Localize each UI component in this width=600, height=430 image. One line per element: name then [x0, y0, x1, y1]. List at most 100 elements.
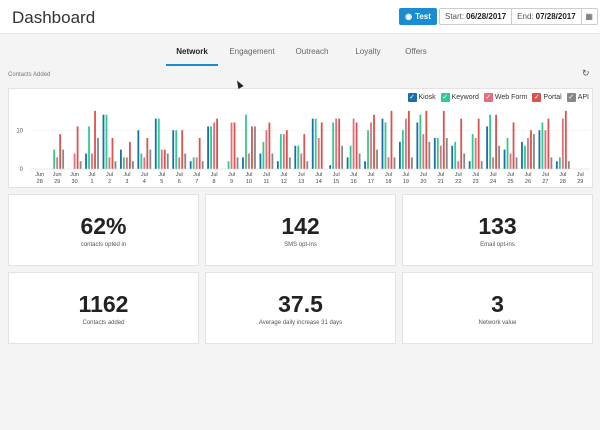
- bar-web-form: [544, 130, 547, 169]
- x-tick-label: 1: [90, 179, 93, 185]
- x-tick-label: 21: [438, 179, 444, 185]
- x-tick-label: 15: [333, 179, 339, 185]
- bar-portal: [355, 122, 358, 169]
- bar-keyword: [471, 134, 474, 170]
- legend-item[interactable]: ✓ Kiosk: [407, 93, 436, 102]
- bar-kiosk: [451, 145, 454, 169]
- bar-web-form: [248, 153, 250, 169]
- x-tick-label: 10: [246, 179, 252, 185]
- legend-item[interactable]: ✓ Portal: [532, 93, 562, 102]
- bar-web-form: [370, 122, 372, 169]
- x-tick-label: Jul: [507, 172, 514, 178]
- bar-web-form: [195, 157, 198, 170]
- bar-kiosk: [294, 145, 297, 169]
- bar-keyword: [436, 138, 439, 169]
- start-date-value: 06/28/2017: [466, 12, 507, 21]
- bar-api: [132, 161, 134, 169]
- bar-api: [166, 153, 169, 169]
- bar-keyword: [105, 114, 108, 169]
- bar-keyword: [402, 130, 404, 169]
- bar-web-form: [160, 149, 163, 170]
- bar-api: [567, 161, 570, 169]
- stat-label: Email opt-ins: [480, 242, 515, 248]
- stat-value: 37.5: [278, 291, 323, 317]
- bar-keyword: [506, 138, 509, 169]
- stat-card: 1162 Contacts added: [8, 272, 199, 344]
- bar-portal: [495, 114, 497, 169]
- legend-item[interactable]: ✓ Keyword: [440, 93, 479, 102]
- bar-keyword: [123, 157, 125, 170]
- chart-canvas: 010Jun28Jun29Jun30Jul1Jul2Jul3Jul4Jul5Ju…: [16, 110, 589, 185]
- x-tick-label: Jul: [420, 172, 427, 178]
- bar-kiosk: [259, 153, 262, 169]
- legend-checkbox[interactable]: ✓: [483, 93, 493, 102]
- section-label: Contacts Added: [8, 72, 51, 78]
- end-date-field[interactable]: End: 07/28/2017: [512, 9, 582, 24]
- test-button-label: Test: [415, 12, 431, 21]
- legend-checkbox[interactable]: ✓: [440, 93, 450, 102]
- x-tick-label: 6: [178, 179, 181, 185]
- calendar-icon[interactable]: ▦: [585, 12, 593, 21]
- stat-value: 62%: [80, 213, 127, 239]
- start-date-field[interactable]: Start: 06/28/2017: [440, 9, 513, 24]
- bar-keyword: [175, 130, 178, 169]
- bar-api: [533, 134, 535, 170]
- bar-portal: [94, 110, 96, 170]
- x-tick-label: Jul: [490, 172, 497, 178]
- tab-outreach[interactable]: Outreach: [295, 47, 329, 56]
- bar-portal: [442, 110, 445, 170]
- end-date-value: 07/28/2017: [535, 12, 576, 21]
- stat-card: 3 Network value: [402, 272, 593, 344]
- tab-offers[interactable]: Offers: [405, 47, 427, 56]
- chart-legend: ✓ Kiosk ✓ Keyword ✓ Web Form ✓ Portal ✓ API: [407, 93, 589, 102]
- x-tick-label: 3: [125, 179, 128, 185]
- bar-kiosk: [399, 141, 401, 170]
- x-tick-label: 20: [420, 179, 426, 185]
- x-tick-label: Jul: [106, 172, 113, 178]
- legend-checkbox[interactable]: ✓: [532, 93, 542, 102]
- legend-checkbox[interactable]: ✓: [566, 93, 576, 102]
- x-tick-label: Jul: [385, 172, 392, 178]
- bar-web-form: [527, 138, 529, 169]
- bar-keyword: [192, 157, 195, 170]
- bar-web-form: [439, 145, 442, 169]
- bar-api: [498, 145, 500, 169]
- x-tick-label: 5: [160, 179, 163, 185]
- bar-keyword: [245, 114, 247, 169]
- x-tick-label: Jul: [333, 172, 340, 178]
- bar-kiosk: [120, 149, 122, 170]
- x-tick-label: Jun: [53, 172, 62, 178]
- bar-portal: [129, 141, 131, 170]
- bar-portal: [146, 138, 149, 169]
- tab-network[interactable]: Network: [166, 47, 218, 66]
- x-tick-label: Jul: [542, 172, 549, 178]
- date-range-picker[interactable]: Start: 06/28/2017 End: 07/28/2017 ▦: [439, 8, 598, 25]
- stat-card: 62% contacts opted in: [8, 194, 199, 266]
- x-tick-label: 9: [230, 179, 233, 185]
- bar-api: [393, 157, 396, 170]
- tab-engagement[interactable]: Engagement: [229, 47, 275, 56]
- bar-web-form: [300, 153, 303, 169]
- bar-api: [114, 161, 117, 169]
- bar-web-form: [405, 118, 407, 170]
- refresh-icon[interactable]: ↻: [582, 68, 590, 78]
- bar-keyword: [157, 118, 160, 170]
- x-tick-label: Jul: [280, 172, 287, 178]
- bar-kiosk: [172, 130, 175, 169]
- legend-item[interactable]: ✓ API: [566, 93, 589, 102]
- bar-api: [376, 149, 378, 170]
- x-tick-label: Jul: [158, 172, 165, 178]
- tab-loyalty[interactable]: Loyalty: [355, 47, 381, 56]
- legend-item[interactable]: ✓ Web Form: [483, 93, 527, 102]
- bar-keyword: [140, 153, 143, 169]
- legend-checkbox[interactable]: ✓: [407, 93, 417, 102]
- bar-portal: [216, 118, 218, 170]
- stat-label: Average daily increase 31 days: [258, 320, 343, 326]
- x-tick-label: Jul: [228, 172, 235, 178]
- x-tick-label: Jul: [577, 172, 584, 178]
- bar-api: [341, 145, 344, 169]
- stat-card: 133 Email opt-ins: [402, 194, 593, 266]
- test-button[interactable]: ◉ Test: [399, 8, 437, 25]
- bar-portal: [477, 118, 480, 170]
- stat-value: 133: [478, 213, 517, 239]
